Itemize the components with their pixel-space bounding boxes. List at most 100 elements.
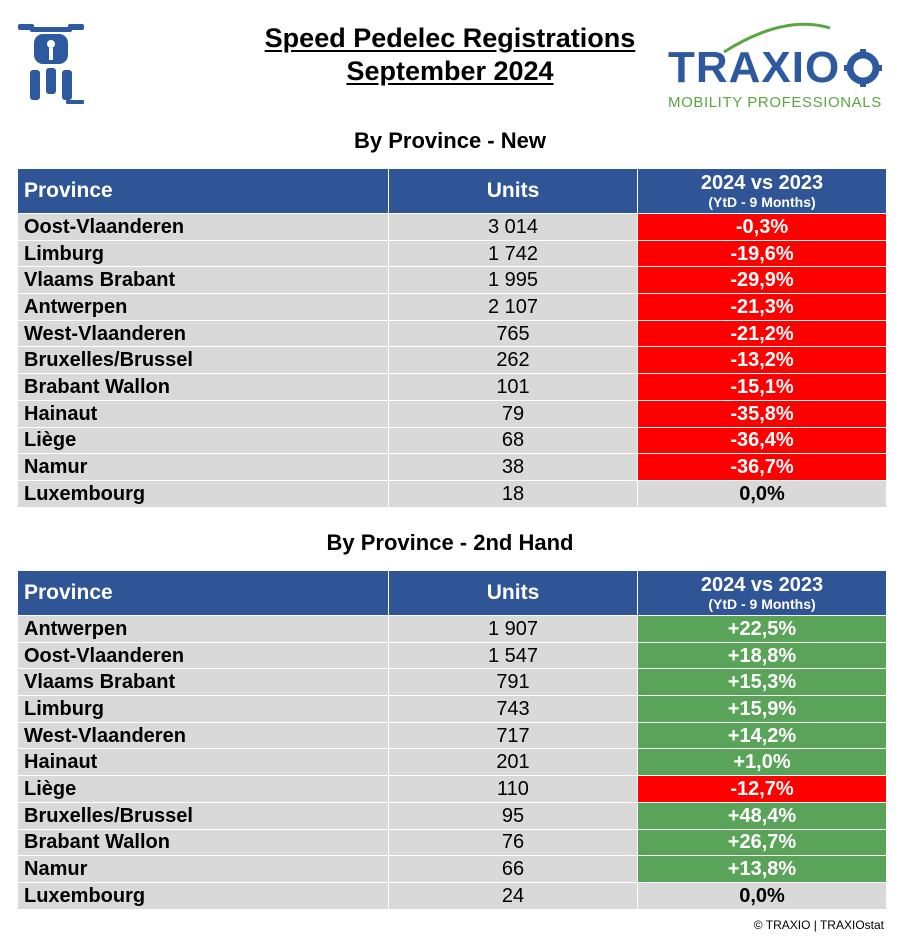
- units-cell: 66: [388, 855, 638, 883]
- units-cell: 717: [388, 721, 638, 750]
- units-cell: 95: [388, 801, 638, 830]
- table-row: Limburg 743 +15,9%: [17, 695, 887, 723]
- column-header-change-sub: (YtD - 9 Months): [708, 194, 816, 210]
- province-cell: Liège: [17, 775, 389, 803]
- table-row: Brabant Wallon 76 +26,7%: [17, 828, 887, 857]
- column-header-change-main: 2024 vs 2023: [700, 574, 824, 596]
- units-cell: 1 547: [388, 641, 638, 670]
- units-cell: 201: [388, 748, 638, 777]
- table-row: Luxembourg 18 0,0%: [17, 479, 887, 508]
- units-cell: 38: [388, 453, 638, 481]
- province-cell: Hainaut: [17, 748, 389, 777]
- change-cell: +15,3%: [637, 668, 887, 697]
- column-header-province: Province: [17, 570, 389, 616]
- traxio-logo: TRAXIO MOBILITY PROFESSIONALS: [664, 18, 894, 113]
- table-row: West-Vlaanderen 717 +14,2%: [17, 721, 887, 750]
- province-cell: Namur: [17, 453, 389, 481]
- province-cell: Vlaams Brabant: [17, 668, 389, 697]
- province-cell: Liège: [17, 426, 389, 455]
- table-row: Oost-Vlaanderen 3 014 -0,3%: [17, 213, 887, 241]
- table-row: Liège 68 -36,4%: [17, 426, 887, 455]
- change-cell: -36,7%: [637, 453, 887, 481]
- column-header-units: Units: [388, 168, 638, 214]
- province-cell: Limburg: [17, 695, 389, 723]
- table-new: Province Units 2024 vs 2023 (YtD - 9 Mon…: [17, 168, 887, 508]
- change-cell: +13,8%: [637, 855, 887, 883]
- section-title-new: By Province - New: [354, 128, 546, 153]
- units-cell: 743: [388, 695, 638, 723]
- table-row: Vlaams Brabant 791 +15,3%: [17, 668, 887, 697]
- column-header-province: Province: [17, 168, 389, 214]
- change-cell: -15,1%: [637, 373, 887, 401]
- table-row: Hainaut 201 +1,0%: [17, 748, 887, 777]
- change-cell: -36,4%: [637, 426, 887, 455]
- table-row: Namur 38 -36,7%: [17, 453, 887, 481]
- change-cell: -21,2%: [637, 319, 887, 348]
- column-header-change-main: 2024 vs 2023: [700, 172, 824, 194]
- province-cell: Brabant Wallon: [17, 373, 389, 401]
- change-cell: -12,7%: [637, 775, 887, 803]
- units-cell: 1 995: [388, 266, 638, 295]
- table-row: Bruxelles/Brussel 262 -13,2%: [17, 346, 887, 375]
- title-line-1: Speed Pedelec Registrations: [264, 23, 636, 53]
- change-cell: -29,9%: [637, 266, 887, 295]
- report-header: Speed Pedelec Registrations September 20…: [0, 0, 900, 120]
- change-cell: 0,0%: [637, 479, 887, 508]
- units-cell: 101: [388, 373, 638, 401]
- units-cell: 262: [388, 346, 638, 375]
- units-cell: 2 107: [388, 293, 638, 321]
- change-cell: -13,2%: [637, 346, 887, 375]
- province-cell: Luxembourg: [17, 479, 389, 508]
- province-cell: Bruxelles/Brussel: [17, 346, 389, 375]
- column-header-change-sub: (YtD - 9 Months): [708, 596, 816, 612]
- province-cell: West-Vlaanderen: [17, 319, 389, 348]
- units-cell: 1 907: [388, 615, 638, 643]
- table-row: Limburg 1 742 -19,6%: [17, 239, 887, 268]
- province-cell: Namur: [17, 855, 389, 883]
- brand-tagline: MOBILITY PROFESSIONALS: [668, 94, 882, 111]
- brand-arc-icon: [723, 22, 882, 87]
- change-cell: +18,8%: [637, 641, 887, 670]
- units-cell: 3 014: [388, 213, 638, 241]
- table-row: Antwerpen 2 107 -21,3%: [17, 293, 887, 321]
- table-row: Antwerpen 1 907 +22,5%: [17, 615, 887, 643]
- change-cell: +26,7%: [637, 828, 887, 857]
- change-cell: +48,4%: [637, 801, 887, 830]
- province-cell: Limburg: [17, 239, 389, 268]
- change-cell: 0,0%: [637, 881, 887, 910]
- table-row: West-Vlaanderen 765 -21,2%: [17, 319, 887, 348]
- column-header-change: 2024 vs 2023 (YtD - 9 Months): [637, 570, 887, 616]
- change-cell: -0,3%: [637, 213, 887, 241]
- province-cell: Oost-Vlaanderen: [17, 213, 389, 241]
- table-row: Vlaams Brabant 1 995 -29,9%: [17, 266, 887, 295]
- province-cell: Vlaams Brabant: [17, 266, 389, 295]
- province-cell: West-Vlaanderen: [17, 721, 389, 750]
- units-cell: 76: [388, 828, 638, 857]
- province-cell: Oost-Vlaanderen: [17, 641, 389, 670]
- change-cell: +22,5%: [637, 615, 887, 643]
- province-cell: Luxembourg: [17, 881, 389, 910]
- change-cell: +1,0%: [637, 748, 887, 777]
- table-row: Liège 110 -12,7%: [17, 775, 887, 803]
- province-cell: Bruxelles/Brussel: [17, 801, 389, 830]
- province-cell: Brabant Wallon: [17, 828, 389, 857]
- table-row: Namur 66 +13,8%: [17, 855, 887, 883]
- units-cell: 24: [388, 881, 638, 910]
- table-header-row: Province Units 2024 vs 2023 (YtD - 9 Mon…: [17, 570, 887, 616]
- brand-name: TRAXIO: [668, 43, 841, 92]
- speed-pedelec-rider-icon: [18, 24, 84, 104]
- table-header-row: Province Units 2024 vs 2023 (YtD - 9 Mon…: [17, 168, 887, 214]
- province-cell: Antwerpen: [17, 615, 389, 643]
- table-row: Hainaut 79 -35,8%: [17, 399, 887, 428]
- section-title-2nd-hand: By Province - 2nd Hand: [326, 530, 574, 555]
- page-title: Speed Pedelec Registrations September 20…: [200, 22, 700, 88]
- title-line-2: September 2024: [346, 56, 554, 86]
- column-header-units: Units: [388, 570, 638, 616]
- table-row: Bruxelles/Brussel 95 +48,4%: [17, 801, 887, 830]
- units-cell: 1 742: [388, 239, 638, 268]
- province-cell: Antwerpen: [17, 293, 389, 321]
- units-cell: 765: [388, 319, 638, 348]
- change-cell: -35,8%: [637, 399, 887, 428]
- copyright-footer: © TRAXIO | TRAXIOstat: [753, 918, 884, 932]
- change-cell: +15,9%: [637, 695, 887, 723]
